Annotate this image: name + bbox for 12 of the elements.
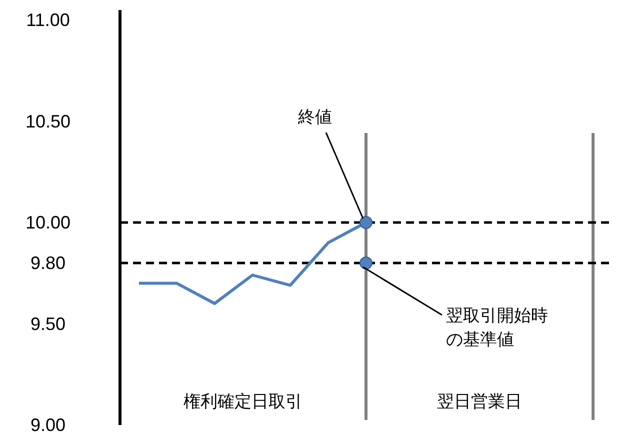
y-tick-label: 10.00 xyxy=(25,212,71,232)
y-tick-label: 11.00 xyxy=(26,10,70,30)
annotation: 終値 xyxy=(297,108,332,126)
annotation: 翌日営業日 xyxy=(437,392,522,411)
y-tick-label: 9.50 xyxy=(30,314,66,334)
annotation: 翌取引開始時の基準値 xyxy=(446,306,548,349)
y-tick-label: 9.00 xyxy=(30,415,66,435)
annotation: 権利確定日取引 xyxy=(184,392,302,411)
annotation: 終値 xyxy=(298,108,372,229)
y-tick-label: 9.80 xyxy=(30,253,66,273)
y-tick-label: 10.50 xyxy=(25,111,71,132)
annotation: 翌取引開始時の基準値 xyxy=(360,256,548,349)
